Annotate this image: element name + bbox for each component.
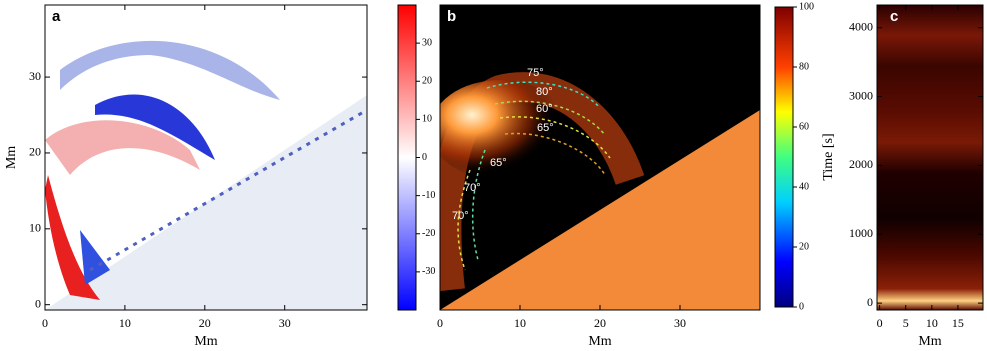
frame [44, 4, 368, 311]
colorbar-tick-label: 20 [422, 76, 432, 87]
colorbar-label: Time [s] [821, 133, 836, 180]
x-tick-label: 0 [877, 316, 883, 330]
y-tick-label: 30 [29, 69, 41, 83]
y-axis-label: Mm [4, 146, 19, 169]
panel-label: c [890, 8, 898, 25]
x-axis-label: Mm [194, 334, 217, 349]
x-tick-label: 0 [42, 316, 48, 330]
colorbar-tick-label: 40 [799, 181, 809, 192]
angle-annotation: 60° [536, 103, 553, 115]
angle-annotation: 80° [536, 86, 553, 98]
panel-b-image [440, 5, 760, 310]
x-axis-label: Mm [918, 334, 941, 349]
colorbar-tick-label: -20 [422, 228, 435, 239]
panel-a-image [45, 5, 367, 310]
y-tick-label: 10 [29, 221, 41, 235]
y-tick-label: 2000 [849, 157, 873, 171]
colorbar-tick-label: 10 [422, 114, 432, 125]
colorbar-tick-label: 30 [422, 37, 432, 48]
x-tick-label: 10 [119, 316, 131, 330]
x-tick-label: 30 [674, 316, 686, 330]
x-tick-label: 15 [952, 316, 964, 330]
angle-annotation: 70° [464, 182, 481, 194]
angle-annotation: 65° [537, 122, 554, 134]
x-tick-label: 5 [903, 316, 909, 330]
colorbar-tick-label: 80 [799, 61, 809, 72]
y-tick-label: 0 [867, 295, 873, 309]
colorbar-tick-label: -30 [422, 266, 435, 277]
panel-c-image [876, 4, 984, 311]
y-tick-label: 4000 [849, 19, 873, 33]
colorbar-tick-label: 60 [799, 121, 809, 132]
panel-label: b [447, 8, 456, 25]
colorbar [774, 6, 794, 308]
x-tick-label: 20 [594, 316, 606, 330]
colorbar-tick-label: 100 [799, 1, 814, 12]
angle-annotation: 65° [490, 157, 507, 169]
angle-annotation: 70° [452, 210, 469, 222]
panel-label: a [52, 8, 61, 25]
y-tick-label: 0 [35, 296, 41, 310]
x-tick-label: 20 [199, 316, 211, 330]
x-tick-label: 10 [514, 316, 526, 330]
colorbar-tick-label: 20 [799, 241, 809, 252]
colorbar-tick-label: -10 [422, 190, 435, 201]
colorbar-tick-label: 0 [799, 301, 804, 312]
x-tick-label: 10 [926, 316, 938, 330]
x-axis-label: Mm [588, 334, 611, 349]
y-tick-label: 1000 [849, 226, 873, 240]
x-tick-label: 30 [279, 316, 291, 330]
angle-annotation: 75° [527, 67, 544, 79]
y-tick-label: 3000 [849, 88, 873, 102]
y-tick-label: 20 [29, 145, 41, 159]
colorbar-tick-label: 0 [422, 152, 427, 163]
x-tick-label: 0 [437, 316, 443, 330]
colorbar [397, 4, 417, 311]
